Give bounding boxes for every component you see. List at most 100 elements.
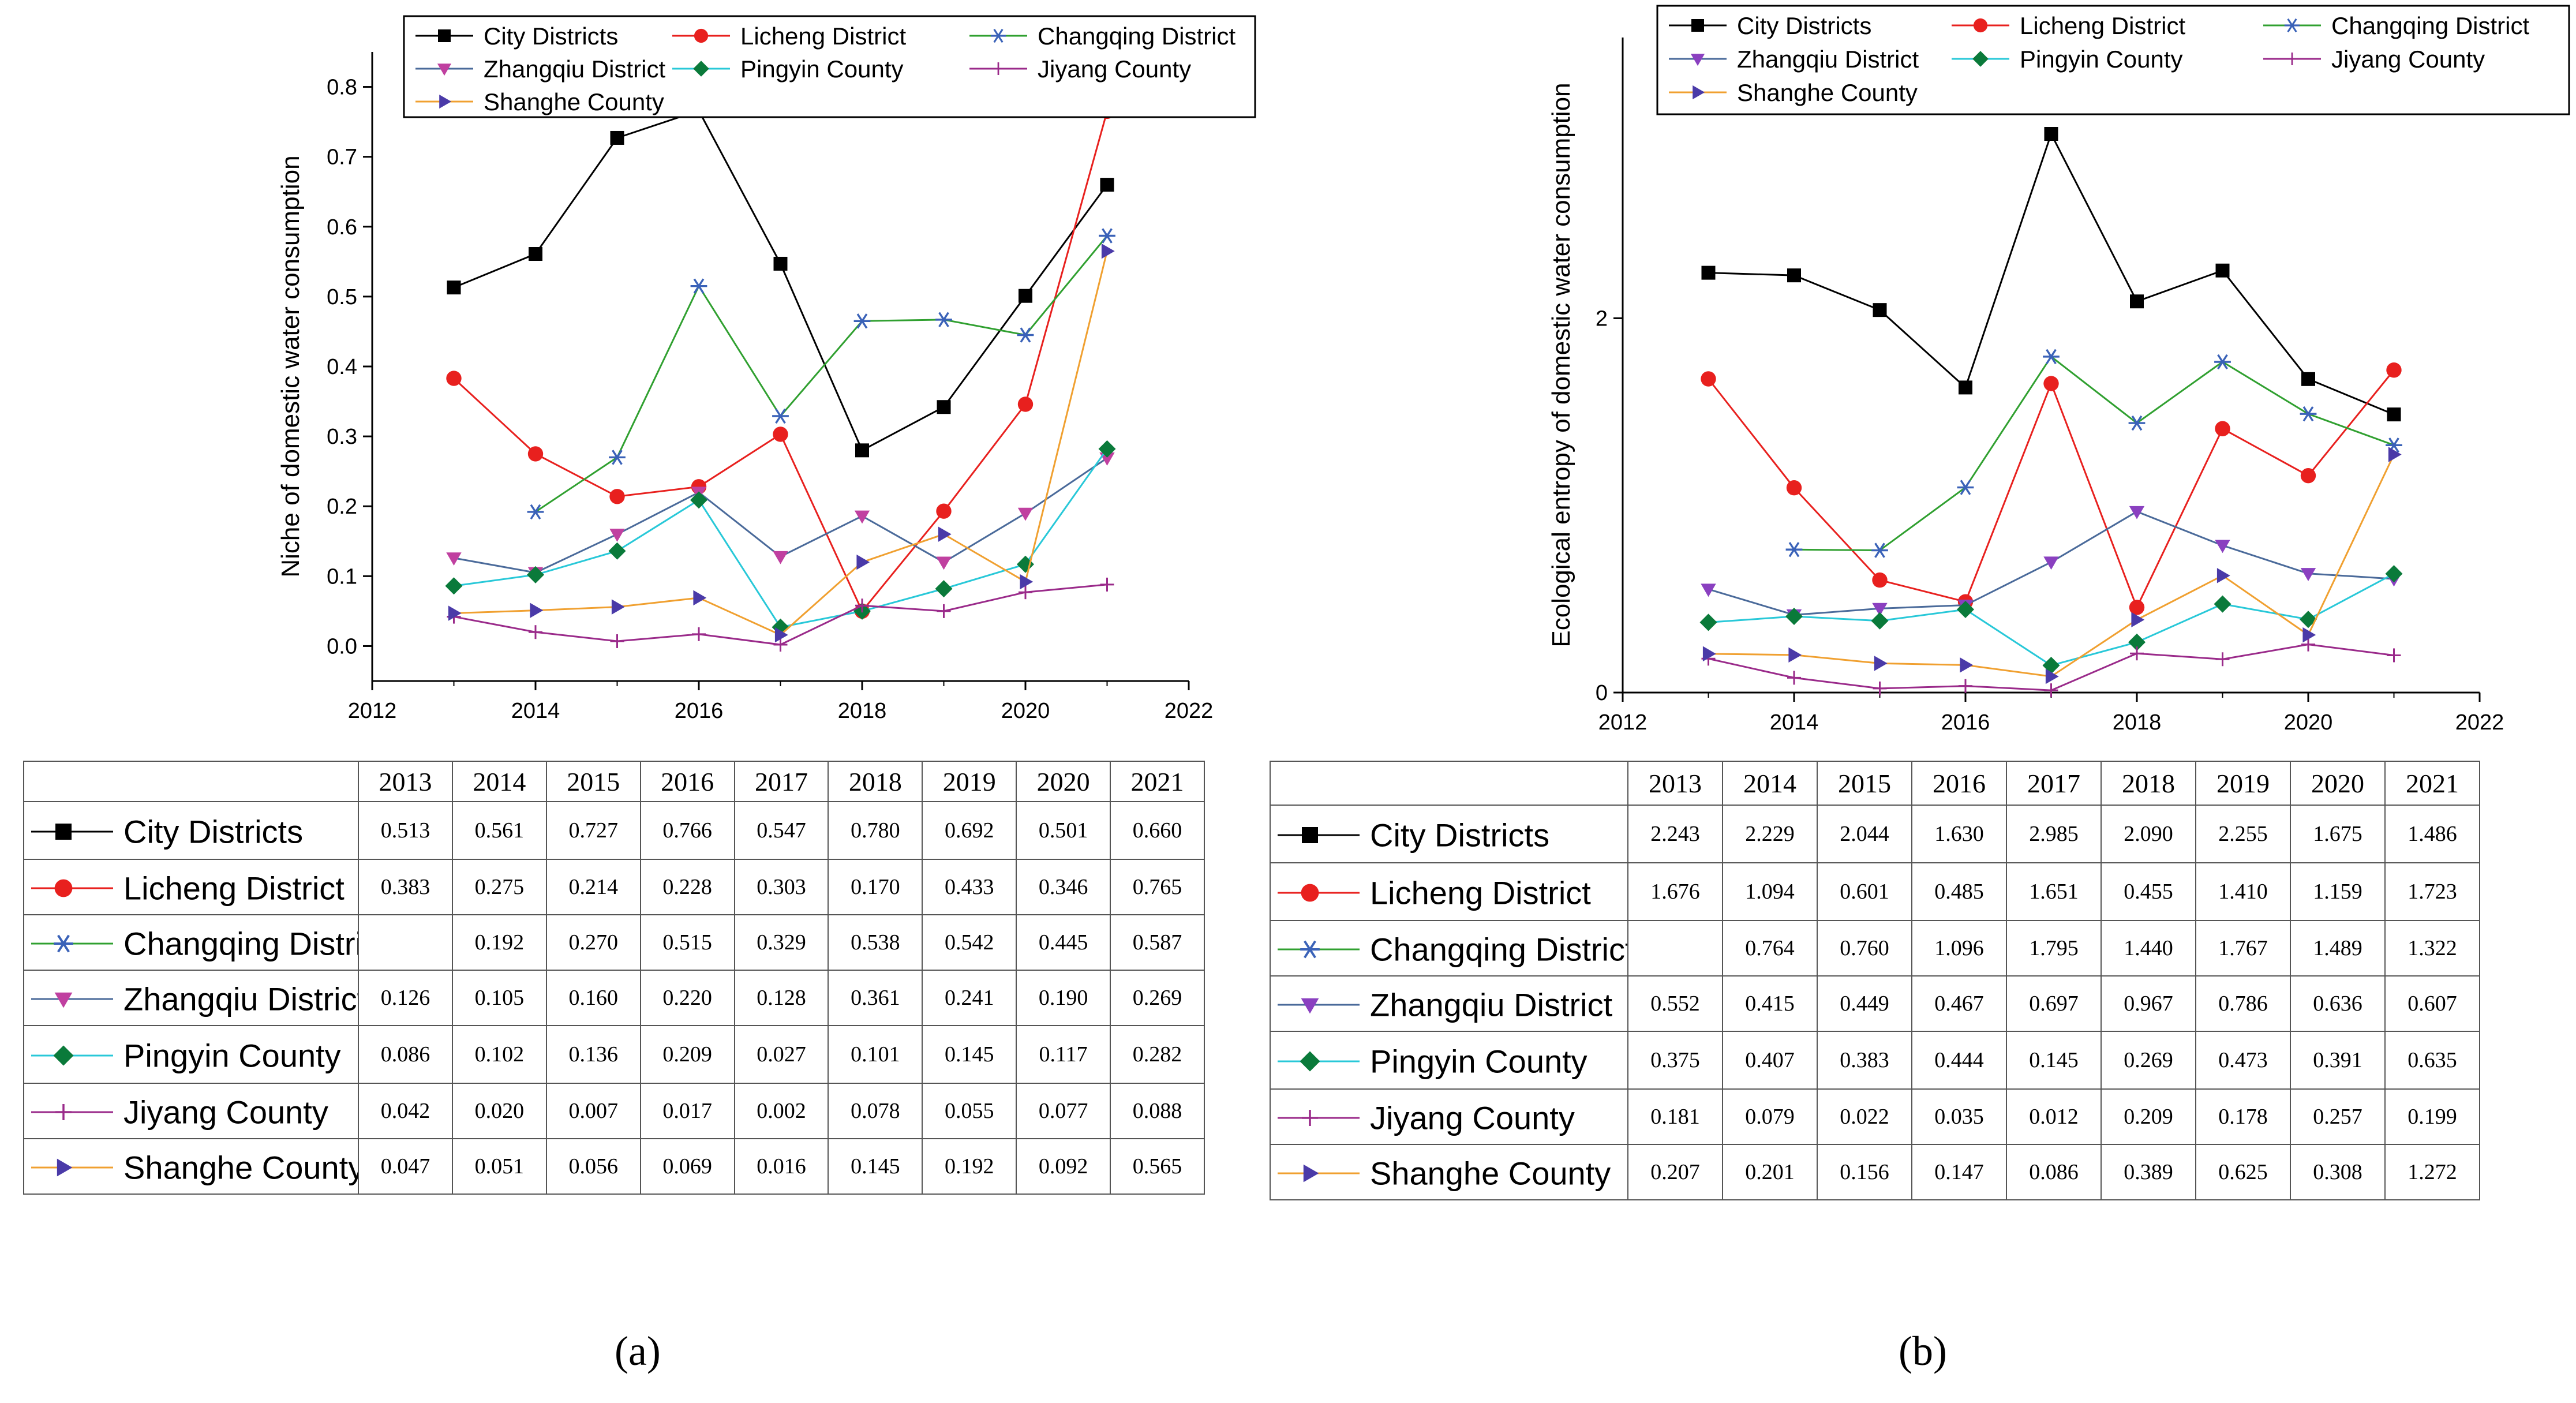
y-tick-label: 0.7 [327,145,357,170]
legend-entry: Zhangqiu District [1669,46,1919,73]
table-value-cell: 1.767 [2195,920,2291,977]
table-key-marker [1303,1164,1319,1183]
table-row: Licheng District 1.676 1.094 0.601 0.485 1.65… [1270,862,2480,921]
table-row: Jiyang County 0.042 0.020 0.007 0.017 0.002 0.… [23,1083,1205,1139]
table-value-cell: 0.086 [358,1025,453,1084]
data-point [2388,447,2402,462]
data-point [1701,265,1716,280]
table-key-icon [31,934,113,953]
table-value-cell: 0.269 [1110,970,1205,1026]
table-value-cell: 0.625 [2195,1144,2291,1200]
data-point [2214,354,2231,370]
legend-marker [438,29,451,42]
table-value-cell: 0.220 [639,970,735,1026]
data-point [2129,600,2145,615]
table-key [29,927,115,960]
legend-entry: Shanghe County [415,88,664,115]
table-value-cell: 0.766 [639,801,735,860]
data-point [856,554,870,570]
data-point [2301,637,2315,652]
table-row-name: Pingyin County [1370,1043,1587,1080]
table-year-header: 2016 [639,761,735,802]
data-point [2216,568,2230,583]
table-value-cell: 0.786 [2195,975,2291,1032]
table-value-cell: 0.660 [1110,801,1205,860]
data-point [1020,574,1034,590]
x-tick-label: 2018 [2113,710,2162,735]
legend-entry: Changqing District [969,23,1235,50]
y-tick-label: 0.8 [327,76,357,100]
legend-label: City Districts [484,23,618,50]
data-point [773,256,788,271]
data-point [2301,372,2315,386]
chart-b: 2012 2014 2016 2018 2020 2022 0 2 Ecological ent… [1547,5,2570,735]
table-row-label: Pingyin County [23,1025,359,1084]
table-value-cell: 0.391 [2290,1031,2386,1090]
table-key [1275,877,1362,909]
table-year-header: 2017 [2006,761,2102,806]
data-point [2300,568,2316,581]
data-point [2045,668,2059,684]
series-line [453,109,1108,452]
y-tick-label: 0.4 [327,355,357,379]
table-value-cell: 0.433 [922,859,1017,915]
table-value-cell: 0.079 [1722,1088,1818,1145]
table-row-label: Jiyang County [1270,1088,1628,1145]
data-point [2386,362,2402,378]
table-row-label: Zhangqiu District [1270,975,1628,1032]
data-point [445,577,463,595]
table-value-cell: 2.255 [2195,805,2291,863]
data-point [1873,303,1887,317]
table-value-cell: 0.145 [828,1138,923,1195]
table-key [29,1039,115,1072]
data-point [937,604,951,618]
table-row-name: Changqing District [123,925,357,962]
data-point [773,426,788,442]
table-value-cell: 0.445 [1016,914,1111,971]
data-point [773,638,788,652]
table-header-row: 2013 2014 2015 2016 2017 2018 2019 2020 2021 [23,761,1205,802]
legend-label: Changqing District [2331,12,2529,39]
data-point [527,566,544,583]
data-point [937,400,951,414]
data-point [1960,657,1974,673]
data-point [692,627,706,641]
legend-label: Jiyang County [2331,46,2485,73]
table-key [1275,989,1362,1021]
legend-marker [1693,85,1705,100]
table-value-cell: 0.214 [545,859,641,915]
legend-entry: Shanghe County [1669,79,1918,106]
table-value-cell: 0.636 [2290,975,2386,1032]
data-point [1017,327,1034,343]
data-point [448,605,462,621]
table-row-name: Shanghe County [1370,1155,1611,1192]
table-key-marker [1302,827,1318,844]
table-value-cell: 0.022 [1817,1088,1912,1145]
table-value-cell: 0.697 [2006,975,2102,1032]
table-corner-cell [23,761,359,802]
series-zhangqiu-district [1701,506,2402,623]
y-tick-label: 0.2 [327,495,357,519]
legend-marker [990,28,1006,43]
legend-label: Pingyin County [740,55,904,83]
table-value-cell: 0.383 [358,859,453,915]
data-point [855,443,869,458]
x-tick-label: 2022 [2455,710,2504,735]
legend-entry: Jiyang County [969,55,1191,83]
legend-marker [1691,19,1704,32]
table-row: City Districts 2.243 2.229 2.044 1.630 2.985 2… [1270,805,2480,863]
table-value-cell: 0.136 [545,1025,641,1084]
legend-marker [439,94,452,109]
data-point [2300,611,2317,628]
table-row-name: Pingyin County [123,1037,341,1074]
table-year-header: 2015 [1817,761,1912,806]
legend-marker [1690,54,1705,66]
legend-entry: Licheng District [1952,12,2185,39]
table-value-cell: 0.147 [1911,1144,2007,1200]
table-value-cell: 0.561 [451,801,547,860]
table-value-cell: 0.485 [1911,862,2007,921]
data-point [2130,294,2144,309]
data-point [609,529,625,542]
legend-marker [693,61,709,77]
